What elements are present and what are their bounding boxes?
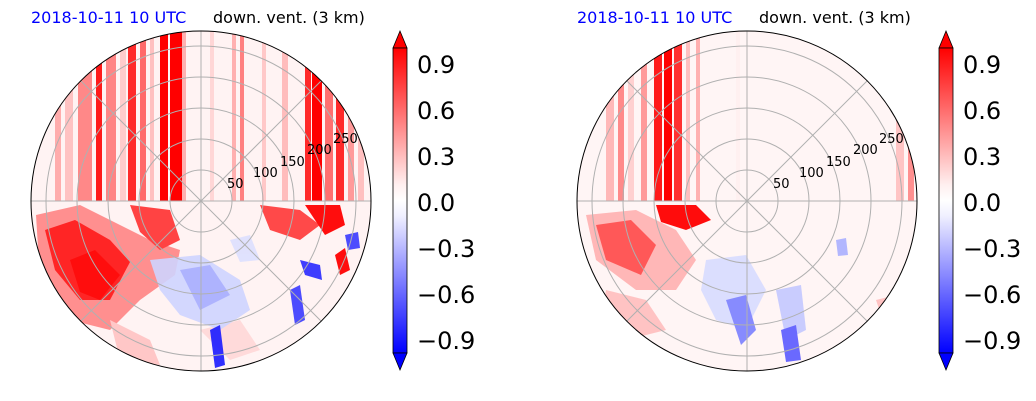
radial-label: 100: [253, 166, 278, 181]
radial-label: 200: [307, 143, 332, 158]
colorbar-tick-label: 0.3: [963, 143, 1001, 171]
chart-title: down. vent. (3 km): [759, 8, 911, 27]
polar-frame: [576, 30, 918, 372]
date-label: 2018-10-11 10 UTC: [31, 8, 187, 27]
polar-field: [31, 31, 371, 371]
colorbar-tick-label: 0.9: [417, 51, 455, 79]
colorbar: 0.9 0.6 0.3 0.0 −0.3 −0.6 −0.9: [392, 29, 475, 372]
colorbar-tick-label: 0.0: [963, 189, 1001, 217]
radial-label: 150: [280, 155, 305, 170]
radial-label: 50: [227, 177, 244, 192]
radial-label: 200: [853, 143, 878, 158]
colorbar-tick-label: −0.6: [963, 281, 1021, 309]
chart-panel-left: 2018-10-11 10 UTC down. vent. (3 km): [30, 8, 475, 372]
colorbar-tick-label: −0.3: [417, 235, 475, 263]
radial-label: 50: [773, 177, 790, 192]
colorbar-tick-label: 0.6: [963, 97, 1001, 125]
date-label: 2018-10-11 10 UTC: [577, 8, 733, 27]
colorbar-tick-label: −0.9: [963, 327, 1021, 355]
polar-frame: [30, 30, 372, 372]
colorbar-tick-label: −0.9: [417, 327, 475, 355]
chart-panel-right: 2018-10-11 10 UTC down. vent. (3 km): [546, 0, 1036, 401]
polar-field: [577, 31, 917, 371]
colorbar-tick-label: 0.3: [417, 143, 455, 171]
polar-plot-svg: 50 100 150 200 250 0.9 0.6 0.3 0.0 −0.3 …: [30, 29, 475, 372]
polar-plot-svg: 50 100 150 200 250 0.9 0.6 0.3 0.0 −0.3 …: [576, 29, 1021, 372]
colorbar: 0.9 0.6 0.3 0.0 −0.3 −0.6 −0.9: [938, 29, 1021, 372]
chart-title: down. vent. (3 km): [213, 8, 365, 27]
radial-label: 150: [826, 155, 851, 170]
colorbar-tick-label: 0.0: [417, 189, 455, 217]
radial-label: 250: [879, 132, 904, 147]
colorbar-tick-label: 0.9: [963, 51, 1001, 79]
radial-label: 100: [799, 166, 824, 181]
colorbar-tick-label: −0.3: [963, 235, 1021, 263]
radial-label: 250: [333, 132, 358, 147]
colorbar-tick-label: 0.6: [417, 97, 455, 125]
colorbar-tick-label: −0.6: [417, 281, 475, 309]
